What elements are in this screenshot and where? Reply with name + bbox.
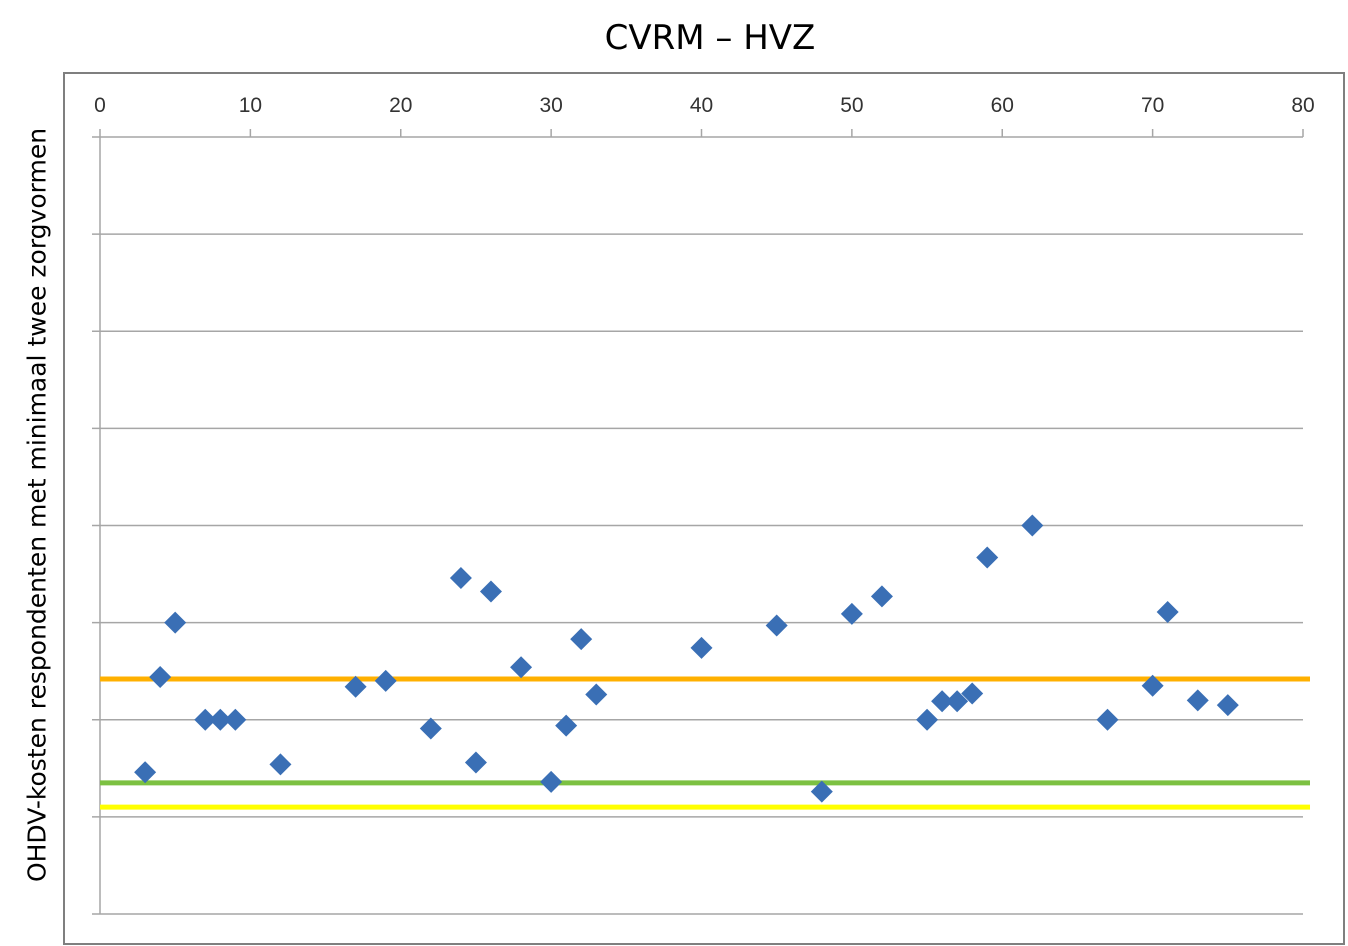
data-point: [164, 611, 187, 634]
data-point: [1186, 689, 1209, 712]
data-point: [344, 675, 367, 698]
data-point: [1156, 600, 1179, 623]
x-tick-label: 20: [389, 94, 412, 117]
data-point: [419, 717, 442, 740]
data-point: [374, 669, 397, 692]
data-point: [209, 708, 232, 731]
chart-frame: [63, 72, 1345, 945]
data-point: [1216, 694, 1239, 717]
x-tick-label: 50: [840, 94, 863, 117]
data-point: [555, 714, 578, 737]
data-point: [840, 602, 863, 625]
data-point: [870, 585, 893, 608]
data-point: [931, 690, 954, 713]
x-tick-label: 10: [239, 94, 262, 117]
data-point: [961, 682, 984, 705]
x-tick-label: 40: [690, 94, 713, 117]
data-point: [810, 780, 833, 803]
data-point: [585, 683, 608, 706]
x-tick-label: 80: [1291, 94, 1314, 117]
data-point: [1096, 708, 1119, 731]
data-point: [224, 708, 247, 731]
x-tick-label: 70: [1141, 94, 1164, 117]
data-point: [1021, 514, 1044, 537]
x-tick-label: 0: [94, 94, 106, 117]
data-point: [464, 751, 487, 774]
data-point: [269, 753, 292, 776]
data-point: [449, 566, 472, 589]
data-point: [510, 656, 533, 679]
data-point: [690, 636, 713, 659]
data-point: [570, 628, 593, 651]
chart-title: CVRM – HVZ: [604, 18, 816, 58]
x-tick-label: 60: [991, 94, 1014, 117]
data-point: [946, 690, 969, 713]
data-point: [540, 770, 563, 793]
data-point: [479, 580, 502, 603]
data-point: [149, 666, 172, 689]
data-point: [765, 614, 788, 637]
data-point: [976, 546, 999, 569]
data-point: [194, 708, 217, 731]
data-point: [134, 761, 157, 784]
data-point: [916, 708, 939, 731]
x-tick-label: 30: [539, 94, 562, 117]
data-point: [1141, 674, 1164, 697]
